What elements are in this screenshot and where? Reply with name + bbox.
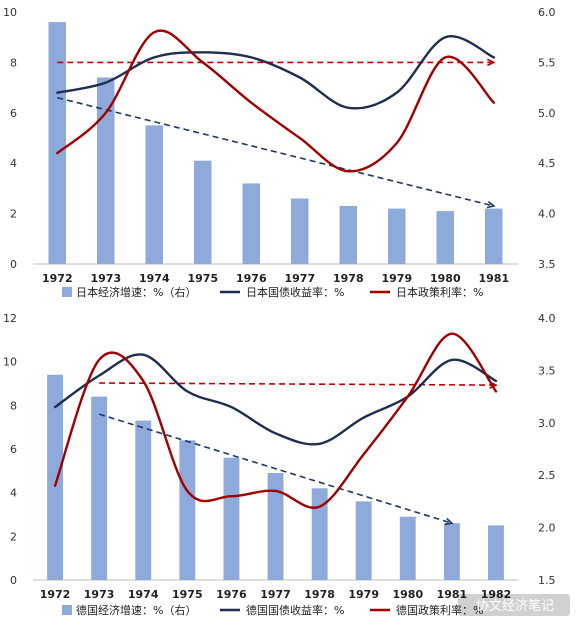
right-axis-tick-label: 4.0 [538,312,556,325]
x-axis-tick-label: 1976 [216,588,247,601]
x-axis-tick-label: 1974 [128,588,159,601]
x-axis-tick-label: 1974 [139,272,170,285]
trend-dashed-line [57,96,494,207]
left-axis-tick-label: 12 [3,312,17,325]
right-axis-tick-label: 3.5 [538,258,556,271]
bar [47,374,63,580]
right-axis-tick-label: 2.5 [538,469,556,482]
trend-arrowhead [444,517,454,526]
bar [223,457,240,580]
x-axis-tick-label: 1975 [187,272,218,285]
x-axis-tick-label: 1979 [348,588,379,601]
trend-dashed-line [98,413,453,524]
bar [91,396,108,580]
bar [311,488,328,580]
japan-legend: 日本经济增速：%（右） 日本国债收益率：% 日本政策利率：% [62,285,483,299]
right-axis-tick-label: 1.5 [538,574,556,587]
x-axis-tick-label: 1973 [84,588,115,601]
x-axis-tick-label: 1978 [333,272,364,285]
x-axis-tick-label: 1978 [304,588,335,601]
bar [135,420,152,580]
right-axis-tick-label: 4.5 [538,157,556,170]
left-axis-tick-label: 0 [10,258,17,271]
trend-dashed-line [99,382,497,386]
right-axis-tick-label: 5.0 [538,107,556,120]
legend-label: 日本国债收益率：% [246,285,344,299]
policy-rate-line [56,29,495,173]
bar [436,211,454,264]
legend-label: 日本政策利率：% [396,285,483,299]
bond-yield-line [56,35,495,110]
germany-chart: 0 2 4 6 8 10 12 1.5 2.0 2.5 3.0 3.5 4.0 1972 1973 1974 1… [3,312,556,601]
legend-label: 日本经济增速：%（右） [76,285,196,299]
legend-label: 德国国债收益率：% [246,603,344,617]
bar [48,22,66,264]
bar [194,160,212,264]
legend-label: 德国政策利率：% [396,603,483,617]
bar [488,525,504,580]
left-axis-tick-label: 2 [10,208,17,221]
right-axis-tick-label: 2.0 [538,522,556,535]
x-axis-tick-label: 1977 [284,272,315,285]
policy-rate-line [53,332,498,509]
left-axis-tick-label: 6 [10,443,17,456]
x-axis-tick-label: 1979 [381,272,412,285]
japan-chart: 0 2 4 6 8 10 3.5 4.0 4.5 5.0 5.5 6.0 1972 1973 1974 197… [3,6,556,285]
legend-label: 德国经济增速：%（右） [76,603,196,617]
bar [179,440,196,580]
bond-yield-line [53,353,498,446]
watermark-background [458,594,570,616]
legend-swatch-bar [62,287,72,297]
x-axis-tick-label: 1972 [42,272,73,285]
x-axis-tick-label: 1981 [478,272,509,285]
right-axis-tick-label: 3.0 [538,417,556,430]
bar [485,208,503,264]
left-axis-tick-label: 10 [3,356,17,369]
watermark-text: 协文经济笔记 [476,598,554,614]
bar [242,183,260,264]
bar [291,198,309,264]
x-axis-tick-label: 1982 [481,588,512,601]
bar [443,523,460,580]
left-axis-tick-label: 4 [10,157,17,170]
bar [339,206,357,264]
left-axis-tick-label: 8 [10,399,17,412]
left-axis-tick-label: 0 [10,574,17,587]
bar [355,501,372,580]
bar [145,125,163,265]
trend-arrowhead [487,58,496,67]
left-axis-tick-label: 6 [10,107,17,120]
left-axis-tick-label: 4 [10,487,17,500]
germany-legend: 德国经济增速：%（右） 德国国债收益率：% 德国政策利率：% [62,603,483,617]
x-axis-tick-label: 1972 [40,588,71,601]
legend-swatch-bar [62,605,72,615]
left-axis-tick-label: 10 [3,6,17,19]
x-axis-tick-label: 1976 [236,272,267,285]
left-axis-tick-label: 2 [10,530,17,543]
left-axis-tick-label: 8 [10,56,17,69]
right-axis-tick-label: 6.0 [538,6,556,19]
x-axis-tick-label: 1981 [437,588,468,601]
x-axis-tick-label: 1977 [260,588,291,601]
trend-arrowhead [486,200,496,209]
watermark: 协文经济笔记 [458,594,570,616]
bar [97,77,115,264]
bar [267,473,284,580]
bar [388,208,406,264]
x-axis-tick-label: 1980 [392,588,423,601]
x-axis-tick-label: 1980 [430,272,461,285]
right-axis-tick-label: 3.5 [538,364,556,377]
x-axis-tick-label: 1973 [90,272,121,285]
right-axis-tick-label: 5.5 [538,56,556,69]
right-axis-tick-label: 4.0 [538,208,556,221]
x-axis-tick-label: 1975 [172,588,203,601]
bar [399,516,416,580]
